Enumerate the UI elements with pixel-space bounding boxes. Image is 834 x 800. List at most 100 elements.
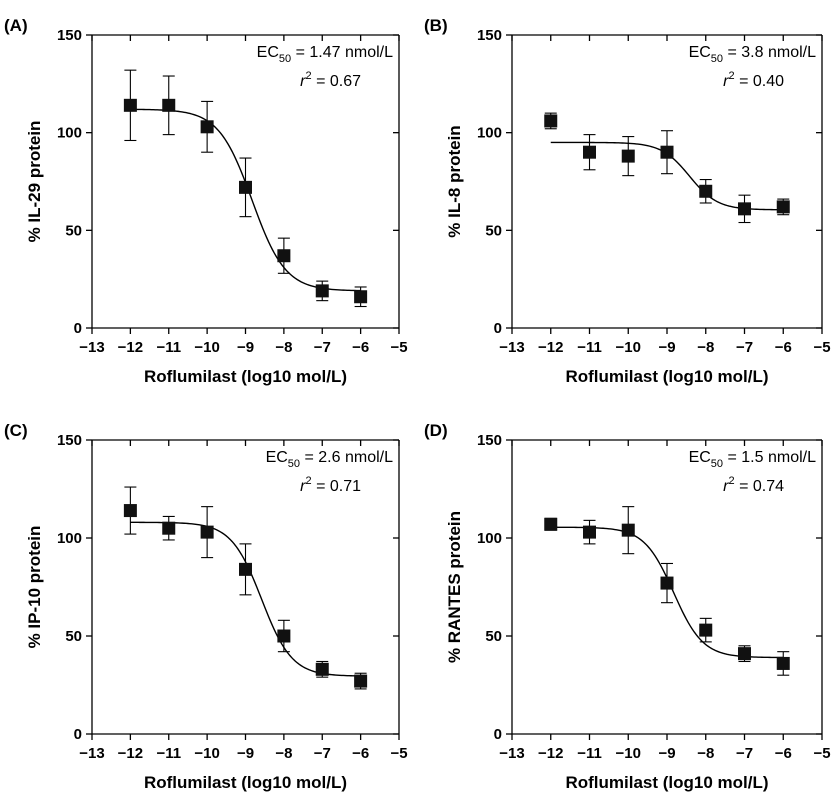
x-tick-label: −10 bbox=[194, 339, 219, 356]
y-tick-label: 100 bbox=[57, 530, 82, 547]
data-point bbox=[621, 523, 635, 537]
data-point bbox=[621, 149, 635, 163]
panel-label: (B) bbox=[424, 16, 448, 35]
y-tick-label: 100 bbox=[477, 530, 502, 547]
x-tick-label: −12 bbox=[118, 339, 143, 356]
x-tick-label: −7 bbox=[736, 339, 753, 356]
data-point bbox=[277, 249, 291, 263]
x-tick-label: −6 bbox=[352, 745, 369, 762]
x-tick-label: −7 bbox=[314, 339, 331, 356]
data-point bbox=[544, 517, 558, 531]
data-point bbox=[162, 98, 176, 112]
data-point bbox=[315, 284, 329, 298]
x-tick-label: −7 bbox=[314, 745, 331, 762]
data-point bbox=[200, 525, 214, 539]
y-axis-title: % IL-8 protein bbox=[445, 125, 464, 237]
data-point bbox=[776, 200, 790, 214]
x-axis-title: Roflumilast (log10 mol/L) bbox=[565, 773, 768, 792]
y-tick-label: 50 bbox=[485, 222, 502, 239]
x-tick-label: −12 bbox=[538, 339, 563, 356]
data-point bbox=[277, 629, 291, 643]
x-tick-label: −11 bbox=[156, 339, 181, 356]
data-point bbox=[660, 576, 674, 590]
r2-annotation: r2 = 0.74 bbox=[723, 475, 784, 495]
y-tick-label: 150 bbox=[477, 432, 502, 449]
data-point bbox=[354, 674, 368, 688]
data-point bbox=[162, 521, 176, 535]
x-tick-label: −9 bbox=[658, 339, 675, 356]
ec50-annotation: EC50 = 3.8 nmol/L bbox=[689, 44, 817, 65]
y-tick-label: 50 bbox=[485, 628, 502, 645]
y-tick-label: 0 bbox=[74, 726, 82, 743]
x-tick-label: −9 bbox=[237, 745, 254, 762]
x-tick-label: −13 bbox=[79, 339, 104, 356]
x-tick-label: −5 bbox=[390, 745, 407, 762]
x-tick-label: −11 bbox=[577, 339, 602, 356]
data-point bbox=[315, 662, 329, 676]
y-tick-label: 150 bbox=[477, 27, 502, 44]
x-tick-label: −6 bbox=[775, 745, 792, 762]
y-tick-label: 150 bbox=[57, 27, 82, 44]
r2-value: = 0.74 bbox=[735, 478, 784, 495]
data-point bbox=[583, 145, 596, 159]
x-tick-label: −11 bbox=[577, 745, 602, 762]
x-tick-label: −6 bbox=[352, 339, 369, 356]
ec50-value: = 2.6 nmol/L bbox=[300, 449, 393, 466]
data-point bbox=[239, 562, 252, 576]
x-tick-label: −8 bbox=[697, 339, 714, 356]
panel-d: −13 −12 −11 −10 −9 −8 −7 −6 −5 0 50 100 150 Roflumila… bbox=[424, 421, 831, 792]
data-point bbox=[660, 145, 674, 159]
ec50-annotation: EC50 = 1.47 nmol/L bbox=[257, 44, 393, 65]
x-tick-label: −5 bbox=[390, 339, 407, 356]
x-tick-label: −12 bbox=[118, 745, 143, 762]
data-point bbox=[738, 202, 751, 216]
data-point bbox=[544, 114, 558, 128]
y-axis-title: % RANTES protein bbox=[445, 511, 464, 663]
y-tick-label: 50 bbox=[65, 628, 82, 645]
y-tick-label: 100 bbox=[57, 125, 82, 142]
x-tick-label: −8 bbox=[275, 745, 292, 762]
r2-value: = 0.40 bbox=[735, 73, 784, 90]
data-point bbox=[583, 525, 596, 539]
r2-annotation: r2 = 0.67 bbox=[300, 70, 361, 90]
x-tick-label: −8 bbox=[697, 745, 714, 762]
ec50-annotation: EC50 = 1.5 nmol/L bbox=[689, 449, 817, 470]
r2-value: = 0.71 bbox=[312, 478, 361, 495]
panel-label: (C) bbox=[4, 421, 28, 440]
data-point bbox=[354, 290, 368, 304]
x-tick-label: −10 bbox=[616, 745, 641, 762]
y-tick-label: 0 bbox=[494, 726, 502, 743]
data-point bbox=[776, 656, 790, 670]
x-tick-label: −13 bbox=[499, 339, 524, 356]
r2-value: = 0.67 bbox=[312, 73, 361, 90]
y-tick-label: 150 bbox=[57, 432, 82, 449]
x-tick-label: −9 bbox=[658, 745, 675, 762]
data-point bbox=[200, 120, 214, 134]
data-point bbox=[123, 98, 137, 112]
ec50-value: = 1.5 nmol/L bbox=[723, 449, 816, 466]
panel-a: −13 −12 −11 −10 −9 −8 −7 −6 −5 0 50 100 150 Roflumila… bbox=[4, 16, 408, 386]
y-tick-label: 0 bbox=[494, 320, 502, 337]
x-tick-label: −13 bbox=[499, 745, 524, 762]
panel-c: −13 −12 −11 −10 −9 −8 −7 −6 −5 0 50 100 150 Roflumila… bbox=[4, 421, 408, 792]
r2-annotation: r2 = 0.71 bbox=[300, 475, 361, 495]
x-tick-label: −10 bbox=[194, 745, 219, 762]
y-tick-label: 100 bbox=[477, 125, 502, 142]
y-tick-label: 0 bbox=[74, 320, 82, 337]
x-tick-label: −5 bbox=[813, 745, 830, 762]
panel-label: (A) bbox=[4, 16, 28, 35]
ec50-value: = 1.47 nmol/L bbox=[291, 44, 393, 61]
x-axis-title: Roflumilast (log10 mol/L) bbox=[144, 367, 347, 386]
y-axis-title: % IP-10 protein bbox=[25, 526, 44, 649]
data-point bbox=[123, 504, 137, 518]
panel-label: (D) bbox=[424, 421, 448, 440]
x-tick-label: −6 bbox=[775, 339, 792, 356]
data-point bbox=[738, 647, 751, 661]
x-tick-label: −10 bbox=[616, 339, 641, 356]
x-axis-title: Roflumilast (log10 mol/L) bbox=[144, 773, 347, 792]
x-tick-label: −8 bbox=[275, 339, 292, 356]
x-tick-label: −9 bbox=[237, 339, 254, 356]
ec50-value: = 3.8 nmol/L bbox=[723, 44, 816, 61]
x-tick-label: −11 bbox=[156, 745, 181, 762]
